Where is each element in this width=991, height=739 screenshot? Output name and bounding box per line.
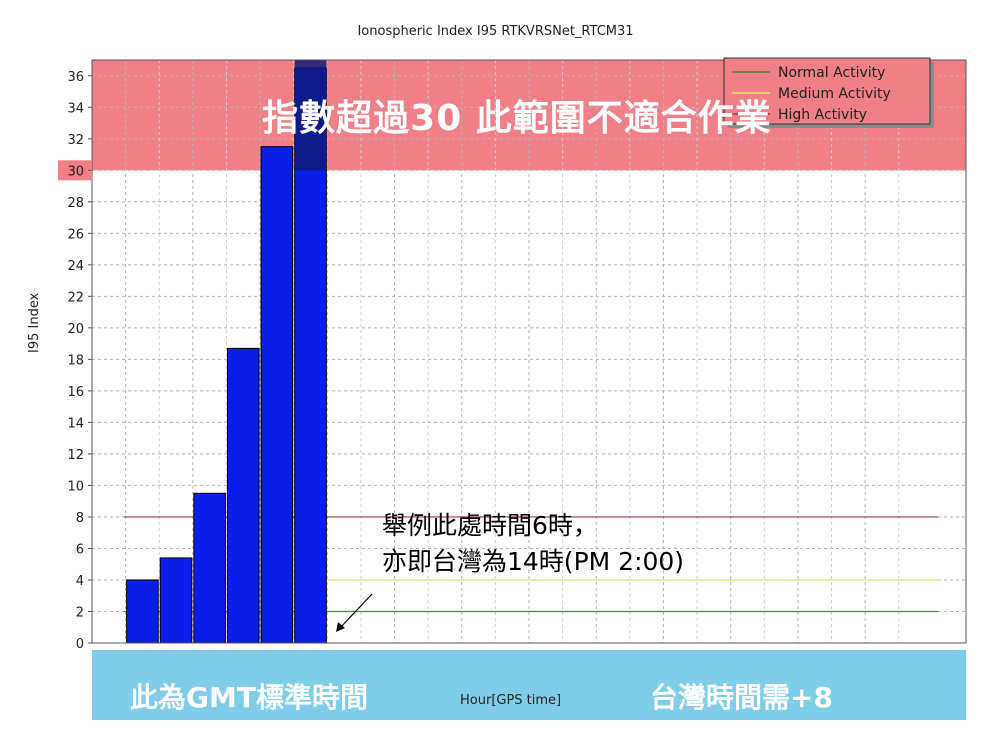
y-tick-label: 12 bbox=[67, 448, 84, 463]
overlay-banner: 指數超過30 此範圍不適合作業 bbox=[262, 98, 772, 139]
y-tick-label: 16 bbox=[67, 385, 84, 400]
annotation-arrowhead bbox=[336, 622, 345, 632]
y-tick-label: 0 bbox=[76, 637, 84, 652]
y-tick-label: 20 bbox=[67, 322, 84, 337]
y-tick-label: 8 bbox=[76, 511, 84, 526]
y-tick-label: 2 bbox=[76, 605, 84, 620]
bar-band-overlap bbox=[294, 60, 327, 171]
bar bbox=[260, 146, 294, 644]
bar bbox=[193, 492, 226, 644]
y-axis-label: I95 Index bbox=[27, 292, 42, 353]
bottom-band bbox=[92, 650, 966, 720]
y-tick-label: 18 bbox=[67, 353, 84, 368]
y-tick-label: 24 bbox=[67, 259, 84, 274]
y-tick-label: 4 bbox=[76, 574, 84, 589]
legend-label: Normal Activity bbox=[778, 65, 885, 81]
y-tick-label: 22 bbox=[67, 290, 84, 305]
plot-frame bbox=[91, 59, 967, 644]
legend-label: High Activity bbox=[778, 107, 867, 123]
y-tick-label: 36 bbox=[67, 70, 84, 85]
legend-label: Medium Activity bbox=[778, 86, 891, 102]
annotation-line-2: 亦即台灣為14時(PM 2:00) bbox=[382, 547, 685, 576]
y-tick-label: 10 bbox=[67, 479, 84, 494]
bar bbox=[226, 347, 260, 644]
y-tick-label: 32 bbox=[67, 133, 84, 148]
bottom-left-note: 此為GMT標準時間 bbox=[130, 681, 368, 714]
annotation-arrow bbox=[339, 593, 373, 629]
y-tick-label: 34 bbox=[67, 101, 84, 116]
y-tick-label: 6 bbox=[76, 542, 84, 557]
bar bbox=[126, 579, 159, 644]
x-axis-label: Hour[GPS time] bbox=[460, 693, 562, 708]
chart-title: Ionospheric Index I95 RTKVRSNet_RTCM31 bbox=[357, 24, 634, 39]
bottom-right-note: 台灣時間需+8 bbox=[650, 681, 833, 714]
legend-box bbox=[723, 57, 931, 125]
y-tick-highlight bbox=[58, 160, 92, 181]
y-tick-label: 30 bbox=[67, 164, 84, 179]
y-tick-label: 26 bbox=[67, 227, 84, 242]
bar bbox=[159, 557, 193, 644]
annotation: 舉例此處時間6時， 亦即台灣為14時(PM 2:00) bbox=[382, 508, 684, 580]
annotation-line-1: 舉例此處時間6時， bbox=[382, 511, 598, 540]
y-tick-label: 14 bbox=[67, 416, 84, 431]
y-tick-label: 28 bbox=[67, 196, 84, 211]
